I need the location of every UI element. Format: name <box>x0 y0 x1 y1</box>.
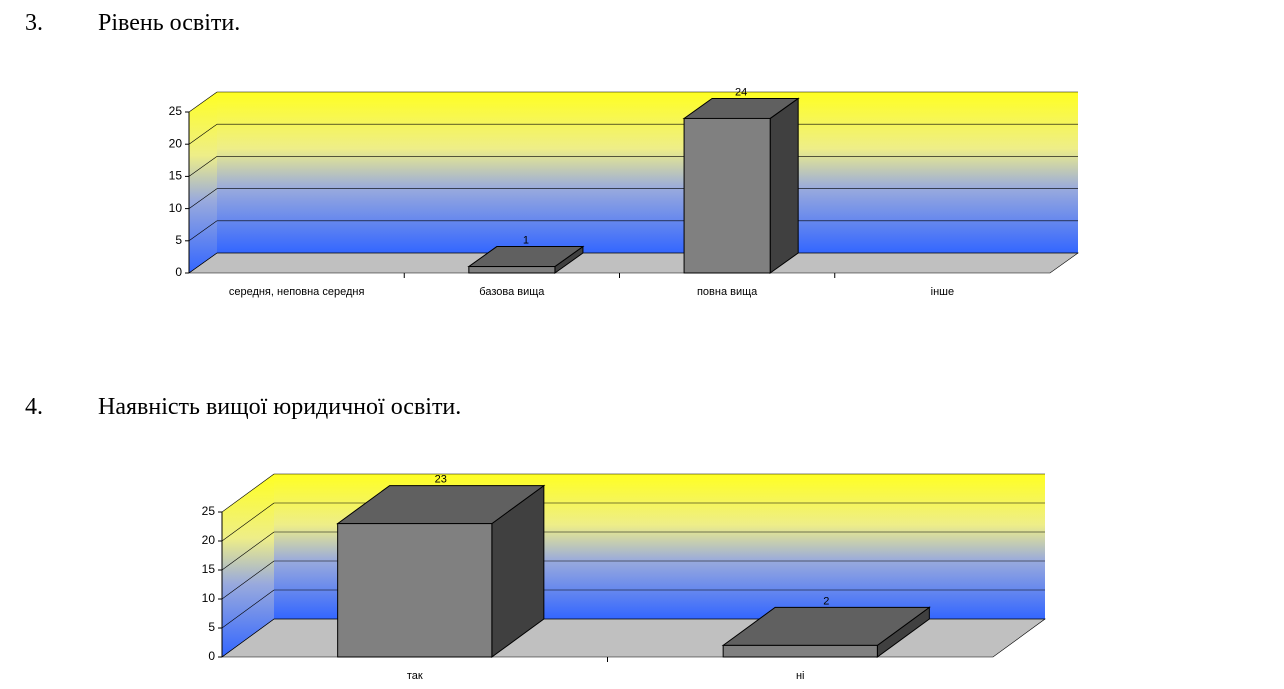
x-tick-label: так <box>407 670 423 682</box>
y-tick-label: 0 <box>208 649 215 663</box>
bar-side <box>769 97 799 274</box>
y-tick-label: 25 <box>169 104 183 118</box>
x-tick-label: інше <box>931 286 954 298</box>
section-title: Наявність вищої юридичної освіти. <box>98 394 461 420</box>
value-label: 2 <box>823 595 829 607</box>
section-title: Рівень освіти. <box>98 10 240 36</box>
y-tick-label: 15 <box>169 169 183 183</box>
grid-line-side <box>221 473 275 513</box>
back-wall <box>217 92 1078 253</box>
section-number: 4. <box>25 394 43 420</box>
grid-line-side <box>221 589 275 629</box>
bar <box>722 644 878 658</box>
y-tick-label: 20 <box>202 533 216 547</box>
side-wall <box>222 474 274 657</box>
y-tick-label: 10 <box>202 591 216 605</box>
x-tick-label: базова вища <box>479 286 545 298</box>
grid-line-side <box>221 618 275 658</box>
bar <box>337 523 493 658</box>
y-tick-label: 25 <box>202 504 216 518</box>
y-tick-label: 15 <box>202 562 216 576</box>
value-label: 1 <box>523 235 529 247</box>
bar <box>468 266 556 274</box>
y-tick-label: 20 <box>169 136 183 150</box>
grid-line-side <box>188 123 218 145</box>
y-tick-label: 10 <box>169 201 183 215</box>
x-tick-label: повна вища <box>697 286 758 298</box>
x-tick-label: ні <box>796 670 805 682</box>
floor <box>188 252 1079 274</box>
side-wall <box>189 92 217 273</box>
grid-line-side <box>188 188 218 209</box>
grid-line-side <box>221 531 275 571</box>
x-tick-label: середня, неповна середня <box>229 286 365 298</box>
value-label: 24 <box>735 86 747 98</box>
grid-line-side <box>221 502 275 542</box>
grid-line-side <box>188 91 218 113</box>
section-number: 3. <box>25 10 43 36</box>
y-tick-label: 5 <box>208 620 215 634</box>
grid-line-side <box>221 560 275 600</box>
y-tick-label: 0 <box>175 265 182 279</box>
bar <box>683 117 771 274</box>
value-label: 23 <box>435 474 447 486</box>
grid-line-side <box>188 252 218 274</box>
grid-line-side <box>188 220 218 242</box>
grid-line-side <box>188 156 218 177</box>
y-tick-label: 5 <box>175 233 182 247</box>
